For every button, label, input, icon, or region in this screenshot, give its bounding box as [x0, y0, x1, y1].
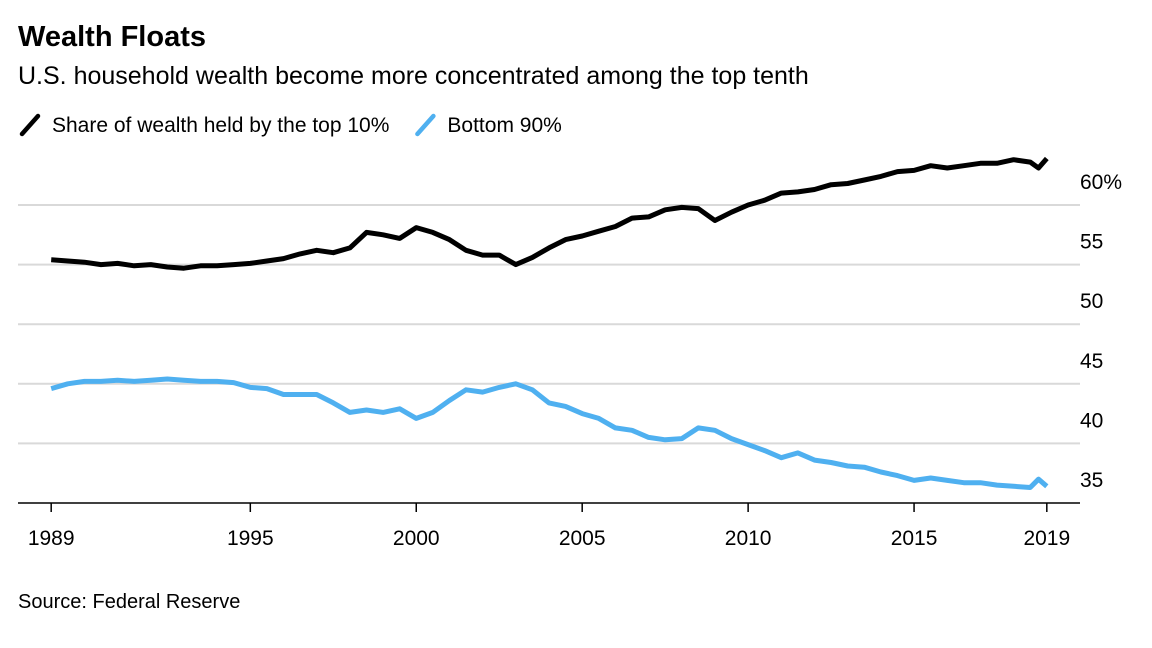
legend: Share of wealth held by the top 10% Botto…	[19, 113, 562, 137]
x-tick-label: 1995	[227, 527, 274, 550]
legend-label: Bottom 90%	[447, 114, 561, 137]
series-line	[51, 156, 1049, 271]
legend-swatch	[19, 113, 41, 137]
series-line	[50, 376, 1049, 490]
source-note: Source: Federal Reserve	[18, 591, 240, 613]
x-tick-label: 2010	[725, 527, 772, 550]
y-tick-label: 60%	[1080, 171, 1122, 194]
x-tick-label: 1989	[28, 527, 75, 550]
y-tick-label: 40	[1080, 409, 1103, 432]
y-tick-label: 55	[1080, 231, 1103, 254]
chart-title: Wealth Floats	[18, 21, 206, 53]
legend-label: Share of wealth held by the top 10%	[52, 114, 389, 137]
y-tick-label: 50	[1080, 290, 1103, 313]
x-tick-label: 2019	[1023, 527, 1070, 550]
legend-swatch	[415, 113, 436, 137]
y-tick-label: 35	[1080, 469, 1103, 492]
x-tick-label: 2000	[393, 527, 440, 550]
chart-subtitle: U.S. household wealth become more concen…	[18, 62, 809, 90]
x-tick-label: 2005	[559, 527, 606, 550]
x-tick-label: 2015	[891, 527, 938, 550]
y-tick-label: 45	[1080, 350, 1103, 373]
